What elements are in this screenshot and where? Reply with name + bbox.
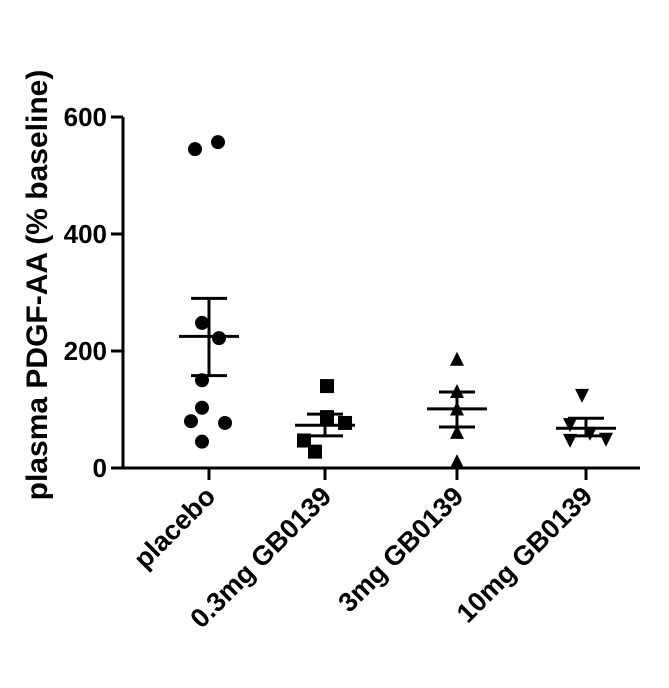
y-tick-label: 200 [64,336,107,366]
y-axis-title: plasma PDGF-AA (% baseline) [21,70,54,501]
data-point-circle [195,434,209,449]
x-category-label: 3mg GB0139 [332,481,469,618]
data-point-triangle-up [450,454,464,469]
data-marks [179,135,616,469]
data-point-circle [211,135,225,150]
data-point-square [338,415,352,430]
data-point-triangle-down [575,388,589,403]
data-point-square [320,379,334,394]
data-point-circle [188,142,202,157]
data-point-circle [184,414,198,429]
group-3 [556,388,616,448]
data-point-triangle-up [450,351,464,366]
data-point-triangle-up [450,383,464,398]
x-category-label: 10mg GB0139 [451,481,599,629]
data-point-circle [218,415,232,430]
data-point-triangle-down [583,426,597,441]
y-tick-label: 0 [93,453,107,483]
data-point-triangle-down [563,418,577,433]
x-category-label: placebo [128,481,221,574]
data-point-triangle-up [450,401,464,416]
group-2 [427,351,487,469]
y-tick-label: 600 [64,102,107,132]
data-point-circle [195,373,209,388]
data-point-triangle-up [450,424,464,439]
axes: 0 200 400 600 [64,102,640,483]
y-tick-label: 400 [64,219,107,249]
data-point-circle [195,315,209,330]
data-point-triangle-down [599,432,613,447]
data-point-circle [195,400,209,415]
group-1 [295,379,355,459]
data-point-square [308,444,322,459]
data-point-square [297,433,311,448]
data-point-circle [212,331,226,346]
data-point-triangle-down [563,433,577,448]
data-point-square [320,410,334,425]
group-0 [179,135,239,449]
